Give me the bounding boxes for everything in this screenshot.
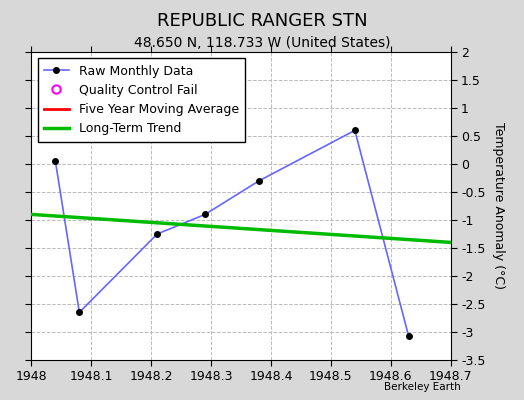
Y-axis label: Temperature Anomaly (°C): Temperature Anomaly (°C) — [492, 122, 505, 290]
Raw Monthly Data — [406, 334, 412, 339]
Raw Monthly Data — [202, 212, 208, 217]
Legend: Raw Monthly Data, Quality Control Fail, Five Year Moving Average, Long-Term Tren: Raw Monthly Data, Quality Control Fail, … — [38, 58, 245, 142]
Text: 48.650 N, 118.733 W (United States): 48.650 N, 118.733 W (United States) — [134, 36, 390, 50]
Raw Monthly Data — [52, 159, 59, 164]
Raw Monthly Data — [76, 310, 82, 315]
Line: Raw Monthly Data: Raw Monthly Data — [52, 128, 411, 339]
Raw Monthly Data — [352, 128, 358, 133]
Text: Berkeley Earth: Berkeley Earth — [385, 382, 461, 392]
Raw Monthly Data — [256, 178, 262, 183]
Raw Monthly Data — [154, 232, 160, 236]
Text: REPUBLIC RANGER STN: REPUBLIC RANGER STN — [157, 12, 367, 30]
